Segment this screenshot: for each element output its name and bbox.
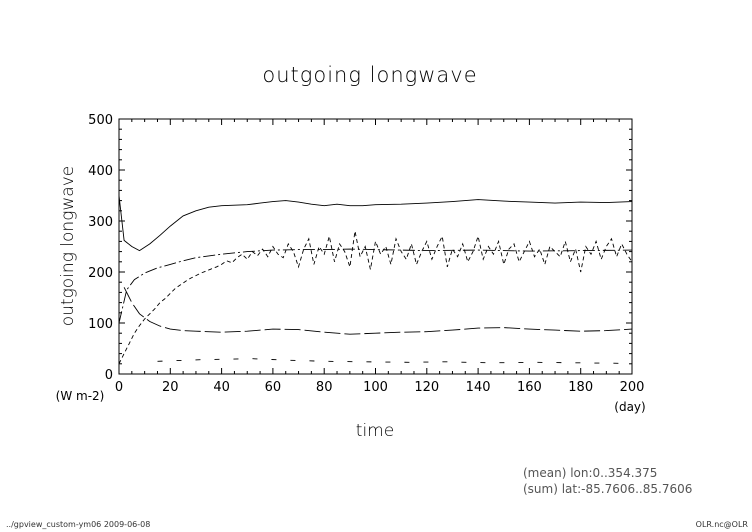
y-tick-label: 0 <box>105 368 113 383</box>
x-tick-label: 80 <box>316 380 333 395</box>
y-tick-label: 300 <box>88 215 113 230</box>
x-axis: 0 20 40 60 80 100 120 140 160 180 200 <box>115 119 645 395</box>
mean-info: (mean) lon:0..354.375 <box>523 466 657 480</box>
series-line-5-short-dash <box>157 358 620 364</box>
x-tick-label: 40 <box>213 380 230 395</box>
x-tick-label: 140 <box>466 380 491 395</box>
x-tick-label: 100 <box>363 380 388 395</box>
series-line-2-dash-dot <box>118 248 633 324</box>
x-tick-label: 120 <box>414 380 439 395</box>
series-group <box>118 195 633 365</box>
y-axis-label: outgoing longwave <box>58 166 78 327</box>
series-line-3-long-dash <box>123 287 633 335</box>
x-unit-label: (day) <box>614 400 645 414</box>
y-tick-label: 200 <box>88 266 113 281</box>
sum-info: (sum) lat:-85.7606..85.7606 <box>523 482 692 496</box>
y-tick-label: 500 <box>88 113 113 128</box>
y-tick-label: 400 <box>88 164 113 179</box>
series-line-1-solid <box>118 195 633 252</box>
x-tick-label: 20 <box>162 380 179 395</box>
chart-title: outgoing longwave <box>262 63 477 87</box>
x-tick-label: 160 <box>517 380 542 395</box>
y-tick-label: 100 <box>88 317 113 332</box>
x-axis-label: time <box>356 421 394 441</box>
plot-frame <box>118 118 633 375</box>
series-line-4-dashed <box>118 231 633 365</box>
footer-left: ../gpview_custom-ym06 2009-06-08 <box>6 520 150 529</box>
y-axis: 0 100 200 300 400 500 <box>88 113 632 383</box>
x-tick-label: 180 <box>568 380 593 395</box>
x-tick-label: 0 <box>115 380 123 395</box>
x-tick-label: 200 <box>620 380 645 395</box>
footer-right: OLR.nc@OLR <box>696 520 749 529</box>
y-unit-label: (W m-2) <box>56 389 105 403</box>
x-tick-label: 60 <box>265 380 282 395</box>
